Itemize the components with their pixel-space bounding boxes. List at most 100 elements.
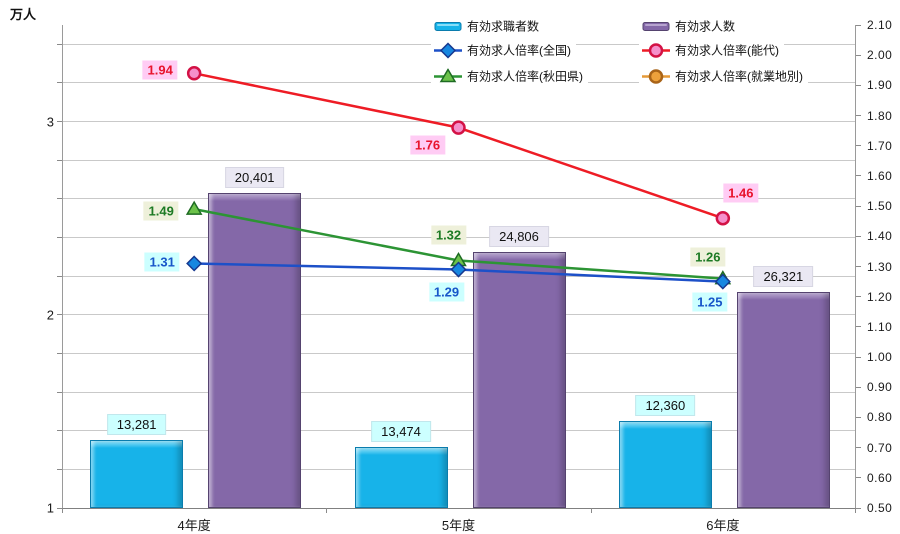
bar-swatch-icon — [434, 21, 462, 31]
point-value-label: 1.32 — [430, 225, 467, 245]
legend-item-有効求人倍率(秋田県): 有効求人倍率(秋田県) — [431, 66, 588, 86]
legend-item-有効求人倍率(能代): 有効求人倍率(能代) — [639, 40, 784, 60]
bar-value-label: 24,806 — [489, 226, 549, 247]
legend-label: 有効求人倍率(就業地別) — [675, 69, 803, 84]
left-axis-tick — [57, 507, 62, 509]
bar-value-label: 13,281 — [106, 413, 167, 435]
left-axis-tick-label: 3 — [46, 114, 54, 130]
right-axis-tick-label: 1.10 — [867, 319, 893, 334]
gridline — [62, 391, 855, 393]
right-axis-tick — [856, 356, 861, 358]
left-axis-tick — [57, 391, 62, 393]
left-axis-tick — [57, 468, 62, 470]
right-axis-tick — [856, 266, 861, 267]
bar-value-label: 20,401 — [224, 167, 285, 189]
right-axis-tick-label: 1.60 — [867, 168, 893, 183]
legend-swatch — [434, 68, 462, 82]
right-axis-tick-label: 1.00 — [867, 350, 893, 365]
bar-有効求職者数-5年度 — [354, 446, 448, 508]
legend-item-有効求人倍率(就業地別): 有効求人倍率(就業地別) — [639, 66, 808, 86]
right-axis-tick-label: 1.40 — [867, 229, 893, 244]
gridline — [62, 468, 855, 470]
right-axis-tick-label: 1.80 — [867, 108, 893, 123]
right-axis-tick-label: 1.30 — [867, 259, 893, 274]
bar-value-label: 12,360 — [635, 395, 696, 417]
bar-value-label: 26,321 — [753, 265, 814, 287]
bar-有効求人数-5年度 — [472, 252, 566, 508]
bar-有効求人数-4年度 — [208, 193, 302, 508]
x-axis-tick — [326, 508, 328, 513]
left-axis-tick — [57, 43, 62, 45]
diamond-marker — [450, 261, 467, 278]
bar-swatch-highlight — [437, 23, 459, 26]
legend-label: 有効求人倍率(全国) — [467, 43, 571, 58]
bar-value-label: 13,474 — [371, 420, 431, 442]
legend-swatch — [642, 21, 670, 31]
right-axis-tick — [856, 145, 861, 147]
legend-swatch — [434, 42, 462, 58]
left-axis-tick — [57, 121, 62, 123]
gridline — [62, 159, 855, 161]
circle-marker — [451, 120, 466, 135]
point-value-label: 1.76 — [409, 135, 446, 155]
x-axis-tick — [855, 508, 856, 513]
right-axis-tick — [856, 296, 861, 298]
gridline — [62, 352, 855, 354]
bar-有効求職者数-6年度 — [618, 421, 712, 508]
left-axis-tick — [57, 198, 62, 200]
right-axis-tick — [856, 24, 861, 26]
point-value-label: 1.26 — [690, 247, 726, 267]
circle-marker — [648, 42, 664, 58]
left-axis-tick — [57, 275, 62, 277]
left-axis-tick-label: 1 — [46, 500, 54, 516]
point-value-label: 1.29 — [428, 282, 465, 302]
left-axis-line — [62, 25, 63, 508]
diamond-marker — [186, 255, 203, 272]
x-axis-tick — [590, 508, 592, 513]
right-axis-tick — [856, 115, 861, 117]
right-axis-tick-label: 1.20 — [867, 289, 893, 304]
triangle-marker — [439, 68, 457, 82]
left-axis-unit-label: 万人 — [10, 7, 37, 22]
bar-swatch-highlight — [645, 23, 667, 26]
left-axis-tick — [57, 159, 62, 161]
right-axis-tick — [856, 416, 861, 418]
legend-swatch — [642, 68, 670, 84]
right-axis-tick-label: 0.90 — [867, 380, 893, 395]
circle-marker — [715, 210, 731, 226]
legend-label: 有効求人倍率(能代) — [675, 43, 779, 58]
right-axis-tick-label: 2.10 — [867, 18, 893, 32]
right-axis-tick-label: 0.80 — [867, 410, 893, 425]
right-axis-tick — [856, 54, 861, 56]
circle-marker — [186, 66, 202, 81]
legend-swatch — [642, 42, 670, 58]
circle-marker — [648, 68, 664, 84]
gridline — [62, 198, 855, 200]
right-axis-tick — [856, 205, 861, 207]
gridline — [62, 314, 855, 316]
diamond-marker — [439, 42, 457, 58]
point-value-label: 1.25 — [692, 292, 728, 312]
right-axis-tick — [856, 235, 861, 237]
right-axis-tick — [856, 84, 861, 86]
legend-label: 有効求人倍率(秋田県) — [467, 69, 583, 84]
point-value-label: 1.31 — [144, 252, 180, 272]
right-axis-line — [855, 25, 856, 508]
right-axis-tick-label: 1.70 — [867, 138, 893, 153]
triangle-marker — [185, 200, 203, 215]
right-axis-tick — [856, 386, 861, 388]
bar-有効求人数-6年度 — [736, 291, 830, 508]
x-axis-tick — [62, 508, 63, 513]
x-axis-category-label: 6年度 — [706, 518, 740, 533]
right-axis-tick-label: 2.00 — [867, 48, 893, 63]
left-axis-tick — [57, 430, 62, 432]
left-axis-tick — [57, 237, 62, 239]
legend-label: 有効求職者数 — [467, 19, 540, 34]
right-axis-tick — [856, 447, 861, 449]
bar-有効求職者数-4年度 — [90, 439, 184, 508]
gridline — [62, 430, 855, 432]
right-axis-tick — [856, 507, 861, 509]
point-value-label: 1.94 — [142, 60, 178, 80]
